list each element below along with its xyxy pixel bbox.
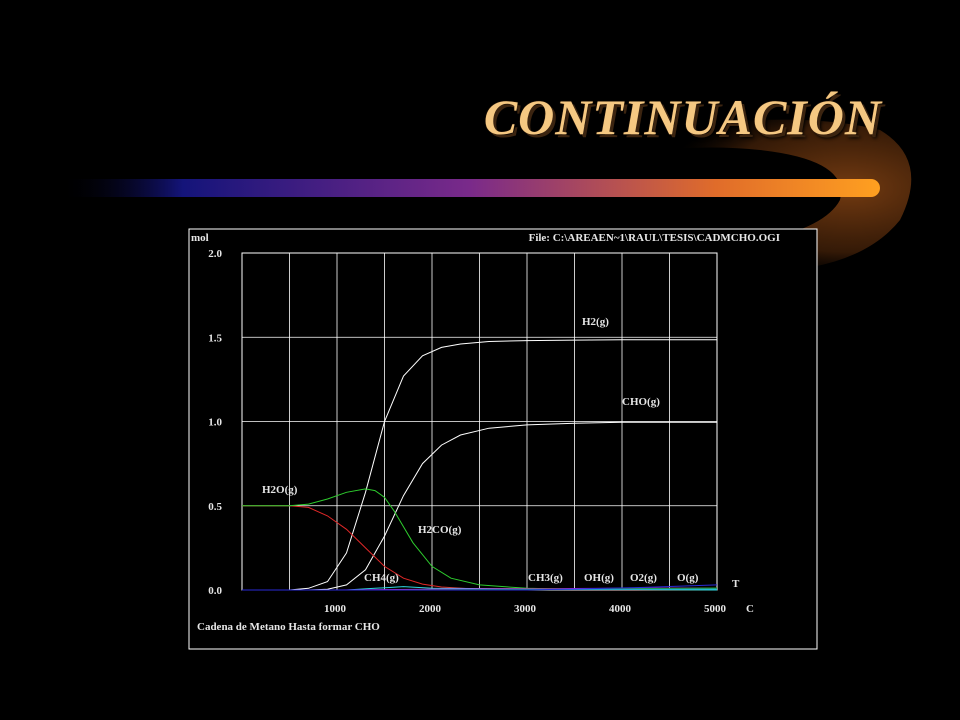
series-line-3	[242, 488, 718, 591]
y-tick-label: 0.0	[208, 585, 222, 597]
x-axis-unit-bottom-label: C	[746, 603, 754, 615]
series-label: H2O(g)	[262, 484, 298, 496]
series-label: H2CO(g)	[418, 524, 462, 536]
y-tick-label: 2.0	[208, 248, 222, 260]
x-tick-label: 4000	[609, 603, 632, 615]
y-tick-label: 0.5	[208, 501, 222, 513]
series-label: H2(g)	[582, 316, 609, 328]
series-label: CH4(g)	[364, 572, 399, 584]
series-line-1	[242, 421, 717, 591]
x-tick-label: 5000	[704, 603, 727, 615]
y-tick-label: 1.5	[208, 332, 222, 344]
swoosh-arc	[600, 119, 912, 272]
series-label: OH(g)	[584, 572, 614, 584]
series-line-8	[242, 584, 718, 591]
x-axis-unit-top-label: T	[732, 578, 740, 590]
series-label: CH3(g)	[528, 572, 563, 584]
series-line-0	[242, 339, 717, 591]
x-tick-label: 3000	[514, 603, 537, 615]
swoosh-bar	[60, 179, 880, 197]
chart-caption: Cadena de Metano Hasta formar CHO	[197, 621, 380, 633]
chart-panel	[188, 228, 818, 650]
file-path-label: File: C:\AREAEN~1\RAUL\TESIS\CADMCHO.OGI	[529, 232, 780, 244]
y-tick-label: 1.0	[208, 417, 222, 429]
x-tick-label: 1000	[324, 603, 347, 615]
series-label: O(g)	[677, 572, 699, 584]
y-axis-unit-label: mol	[191, 232, 209, 244]
series-label: CHO(g)	[622, 396, 660, 408]
x-tick-label: 2000	[419, 603, 442, 615]
slide-title: CONTINUACIÓN	[483, 89, 882, 145]
series-label: O2(g)	[630, 572, 657, 584]
